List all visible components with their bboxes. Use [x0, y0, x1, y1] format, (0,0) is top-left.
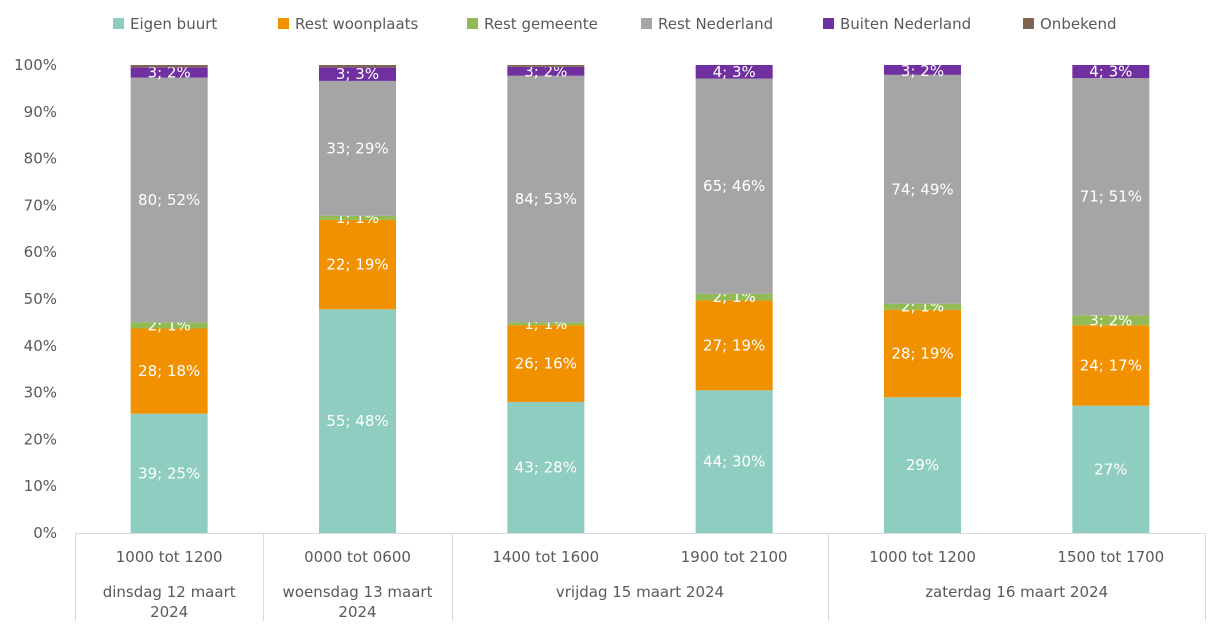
data-label: 29% [906, 456, 939, 474]
data-label: 3; 3% [336, 65, 379, 83]
x-category-label: 1900 tot 2100 [681, 548, 788, 566]
data-label: 74; 49% [891, 180, 953, 198]
bar-segment [1072, 325, 1150, 406]
y-tick-label: 100% [14, 56, 57, 74]
bar-segment [130, 328, 208, 414]
bar-segment [319, 67, 396, 81]
bar-segment [319, 215, 396, 220]
x-category-label: 1000 tot 1200 [116, 548, 223, 566]
legend-swatch [113, 18, 124, 29]
data-label: 27% [1094, 460, 1127, 478]
bar-segment [695, 293, 773, 301]
bar-segment [130, 413, 208, 533]
legend-label: Eigen buurt [130, 15, 217, 33]
legend-label: Rest gemeente [484, 15, 598, 33]
y-tick-label: 80% [24, 150, 57, 168]
bar-segment [695, 78, 773, 294]
x-group-label: dinsdag 12 maart [103, 583, 236, 601]
data-label: 28; 18% [138, 362, 200, 380]
bar-segment [884, 309, 961, 398]
bar-segment [695, 65, 773, 79]
legend-label: Rest woonplaats [295, 15, 419, 33]
legend-swatch [1023, 18, 1034, 29]
bar-segment [884, 303, 961, 310]
data-label: 44; 30% [703, 453, 765, 471]
y-tick-label: 60% [24, 243, 57, 261]
data-label: 26; 16% [515, 355, 577, 373]
bar-segment [507, 75, 585, 323]
bar-segment [1072, 65, 1150, 79]
legend-label: Rest Nederland [658, 15, 773, 33]
legend-label: Buiten Nederland [840, 15, 971, 33]
data-label: 3; 2% [1089, 311, 1132, 329]
bar-segment [507, 65, 585, 67]
bar-segment [319, 65, 396, 68]
y-tick-label: 0% [33, 524, 57, 542]
data-label: 4; 3% [1089, 63, 1132, 81]
data-label: 28; 19% [891, 345, 953, 363]
y-tick-label: 10% [24, 477, 57, 495]
bar-segment [130, 77, 208, 323]
y-tick-label: 70% [24, 196, 57, 214]
data-label: 27; 19% [703, 336, 765, 354]
data-label: 4; 3% [713, 63, 756, 81]
y-tick-label: 30% [24, 384, 57, 402]
bar-segment [319, 80, 396, 216]
y-tick-label: 20% [24, 430, 57, 448]
data-label: 33; 29% [326, 139, 388, 157]
bar-segment [507, 325, 585, 402]
legend-swatch [278, 18, 289, 29]
bar-segment [507, 66, 585, 76]
y-tick-label: 40% [24, 337, 57, 355]
bar-segment [130, 67, 208, 78]
bar-segment [884, 74, 961, 304]
bar-segment [319, 219, 396, 310]
x-group-label: woensdag 13 maart [283, 583, 433, 601]
bar-segment [695, 390, 773, 533]
data-label: 43; 28% [515, 458, 577, 476]
x-category-label: 1000 tot 1200 [869, 548, 976, 566]
data-label: 22; 19% [326, 256, 388, 274]
legend-swatch [823, 18, 834, 29]
x-category-label: 1500 tot 1700 [1057, 548, 1164, 566]
bar-segment [1072, 405, 1150, 533]
bar-segment [130, 65, 208, 68]
data-label: 65; 46% [703, 177, 765, 195]
x-group-label: 2024 [338, 603, 376, 621]
bar-segment [1072, 78, 1150, 316]
bar-segment [695, 300, 773, 391]
y-tick-label: 50% [24, 290, 57, 308]
x-category-label: 1400 tot 1600 [492, 548, 599, 566]
bar-segment [884, 65, 961, 75]
legend-swatch [641, 18, 652, 29]
data-label: 55; 48% [326, 412, 388, 430]
data-label: 39; 25% [138, 464, 200, 482]
legend-swatch [467, 18, 478, 29]
data-label: 71; 51% [1080, 188, 1142, 206]
bar-segment [507, 401, 585, 533]
data-label: 84; 53% [515, 190, 577, 208]
x-category-label: 0000 tot 0600 [304, 548, 411, 566]
legend-label: Onbekend [1040, 15, 1116, 33]
bar-segment [507, 322, 585, 326]
data-label: 80; 52% [138, 191, 200, 209]
data-label: 24; 17% [1080, 356, 1142, 374]
bar-segment [884, 397, 961, 533]
data-label: 3; 2% [901, 62, 944, 80]
data-label: 3; 2% [148, 63, 191, 81]
x-group-label: 2024 [150, 603, 188, 621]
bar-segment [130, 322, 208, 329]
bar-segment [1072, 315, 1150, 326]
bar-segment [319, 309, 396, 533]
x-group-label: zaterdag 16 maart 2024 [925, 583, 1108, 601]
x-group-label: vrijdag 15 maart 2024 [556, 583, 724, 601]
y-tick-label: 90% [24, 103, 57, 121]
